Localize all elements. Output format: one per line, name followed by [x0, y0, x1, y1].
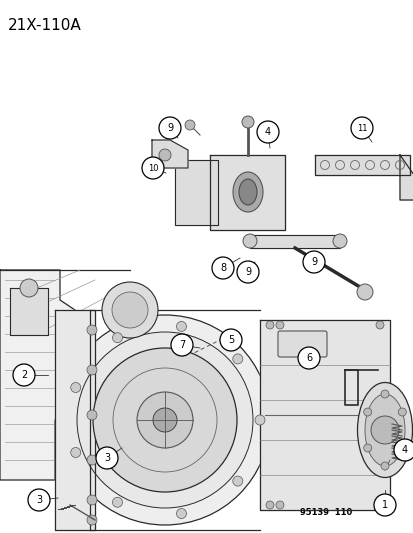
Circle shape — [275, 321, 283, 329]
Circle shape — [71, 448, 81, 457]
Circle shape — [87, 410, 97, 420]
Circle shape — [176, 321, 186, 332]
Text: 6: 6 — [305, 353, 311, 363]
Circle shape — [20, 279, 38, 297]
Circle shape — [87, 515, 97, 525]
Circle shape — [266, 501, 273, 509]
Ellipse shape — [238, 179, 256, 205]
Polygon shape — [55, 310, 95, 530]
Text: 9: 9 — [310, 257, 316, 267]
Circle shape — [159, 117, 180, 139]
Circle shape — [356, 284, 372, 300]
Text: 2: 2 — [21, 370, 27, 380]
Text: 9: 9 — [244, 267, 250, 277]
Ellipse shape — [357, 383, 411, 478]
Circle shape — [171, 334, 192, 356]
Circle shape — [397, 444, 405, 452]
Circle shape — [112, 292, 147, 328]
Circle shape — [232, 476, 242, 486]
Text: 10: 10 — [147, 164, 158, 173]
Circle shape — [397, 408, 405, 416]
Circle shape — [159, 149, 171, 161]
Text: 3: 3 — [36, 495, 42, 505]
Circle shape — [28, 489, 50, 511]
Circle shape — [370, 416, 398, 444]
Polygon shape — [249, 235, 339, 248]
Text: 95139  110: 95139 110 — [299, 508, 351, 517]
FancyBboxPatch shape — [277, 331, 326, 357]
Circle shape — [87, 365, 97, 375]
Circle shape — [363, 408, 371, 416]
Text: 11: 11 — [356, 124, 366, 133]
Circle shape — [242, 116, 254, 128]
Circle shape — [77, 332, 252, 508]
Polygon shape — [0, 270, 90, 480]
Circle shape — [112, 497, 122, 507]
Circle shape — [13, 364, 35, 386]
Text: 1: 1 — [381, 500, 387, 510]
Circle shape — [96, 447, 118, 469]
Polygon shape — [259, 320, 389, 510]
Circle shape — [242, 234, 256, 248]
Circle shape — [236, 261, 259, 283]
Circle shape — [256, 121, 278, 143]
Circle shape — [380, 462, 388, 470]
Text: 4: 4 — [401, 445, 407, 455]
Circle shape — [87, 325, 97, 335]
Circle shape — [176, 508, 186, 519]
Circle shape — [375, 321, 383, 329]
Ellipse shape — [364, 394, 404, 466]
Circle shape — [185, 120, 195, 130]
Circle shape — [211, 257, 233, 279]
Circle shape — [87, 495, 97, 505]
Polygon shape — [314, 155, 409, 175]
Ellipse shape — [233, 172, 262, 212]
Text: 21X-110A: 21X-110A — [8, 18, 81, 33]
Circle shape — [375, 501, 383, 509]
Circle shape — [266, 321, 273, 329]
Polygon shape — [175, 160, 218, 225]
Circle shape — [232, 354, 242, 364]
Polygon shape — [399, 155, 413, 200]
Circle shape — [219, 329, 242, 351]
Text: 8: 8 — [219, 263, 225, 273]
Circle shape — [275, 501, 283, 509]
Circle shape — [350, 117, 372, 139]
Text: 4: 4 — [264, 127, 271, 137]
Circle shape — [380, 390, 388, 398]
Circle shape — [393, 439, 413, 461]
Text: 5: 5 — [227, 335, 234, 345]
Circle shape — [363, 444, 371, 452]
Polygon shape — [152, 140, 188, 168]
Circle shape — [297, 347, 319, 369]
Text: 7: 7 — [178, 340, 185, 350]
Circle shape — [254, 415, 264, 425]
Circle shape — [71, 383, 81, 392]
Circle shape — [112, 333, 122, 343]
Circle shape — [302, 251, 324, 273]
Circle shape — [142, 157, 164, 179]
Circle shape — [332, 234, 346, 248]
Circle shape — [102, 282, 158, 338]
Circle shape — [60, 315, 269, 525]
Text: 3: 3 — [104, 453, 110, 463]
Circle shape — [373, 494, 395, 516]
Polygon shape — [209, 155, 284, 230]
Circle shape — [93, 348, 236, 492]
Circle shape — [380, 411, 388, 419]
Polygon shape — [10, 288, 48, 335]
Circle shape — [87, 455, 97, 465]
Text: 9: 9 — [166, 123, 173, 133]
Circle shape — [137, 392, 192, 448]
Circle shape — [153, 408, 177, 432]
